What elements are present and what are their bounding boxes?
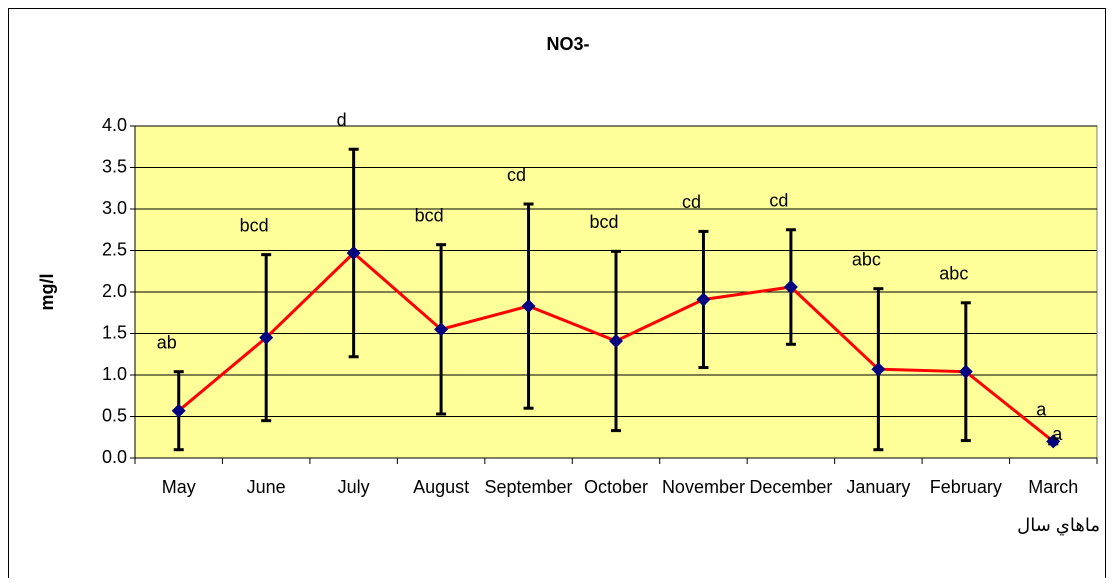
x-tick-label: February	[930, 477, 1002, 497]
x-axis-label: ماهاي سال	[1017, 515, 1100, 536]
group-label: ab	[157, 332, 177, 352]
marker	[871, 362, 886, 377]
group-label: bcd	[589, 212, 618, 232]
marker	[1046, 434, 1061, 449]
y-tick-label: 1.0	[102, 364, 127, 384]
group-label: a	[1036, 400, 1047, 420]
group-label: cd	[682, 192, 701, 212]
x-tick-label: November	[662, 477, 745, 497]
y-tick-label: 0.0	[102, 447, 127, 467]
x-tick-label: August	[413, 477, 469, 497]
group-label: d	[337, 110, 347, 130]
marker	[171, 403, 186, 418]
group-label: cd	[769, 191, 788, 211]
y-tick-label: 4.0	[102, 115, 127, 135]
marker	[958, 364, 973, 379]
marker	[783, 280, 798, 295]
annotation: a	[1052, 424, 1063, 444]
x-tick-label: March	[1028, 477, 1078, 497]
y-tick-label: 2.0	[102, 281, 127, 301]
group-label: abc	[939, 264, 968, 284]
x-tick-label: September	[485, 477, 573, 497]
marker	[609, 333, 623, 348]
x-tick-label: December	[749, 477, 832, 497]
y-axis-label: mg/l	[37, 273, 57, 310]
y-tick-label: 3.5	[102, 156, 127, 176]
y-tick-label: 2.5	[102, 239, 127, 259]
marker	[434, 322, 449, 337]
group-label: bcd	[415, 205, 444, 225]
x-tick-label: October	[584, 477, 648, 497]
y-tick-label: 0.5	[102, 405, 127, 425]
marker	[346, 245, 361, 260]
group-label: abc	[852, 249, 881, 269]
x-tick-label: June	[247, 477, 286, 497]
x-tick-label: January	[846, 477, 910, 497]
x-tick-label: May	[162, 477, 196, 497]
marker	[259, 330, 274, 345]
marker	[696, 292, 711, 307]
marker	[521, 299, 536, 314]
y-tick-label: 1.5	[102, 322, 127, 342]
group-label: cd	[507, 165, 526, 185]
chart-title: NO3-	[546, 34, 589, 54]
group-label: bcd	[240, 215, 269, 235]
x-tick-label: July	[338, 477, 370, 497]
y-tick-label: 3.0	[102, 198, 127, 218]
